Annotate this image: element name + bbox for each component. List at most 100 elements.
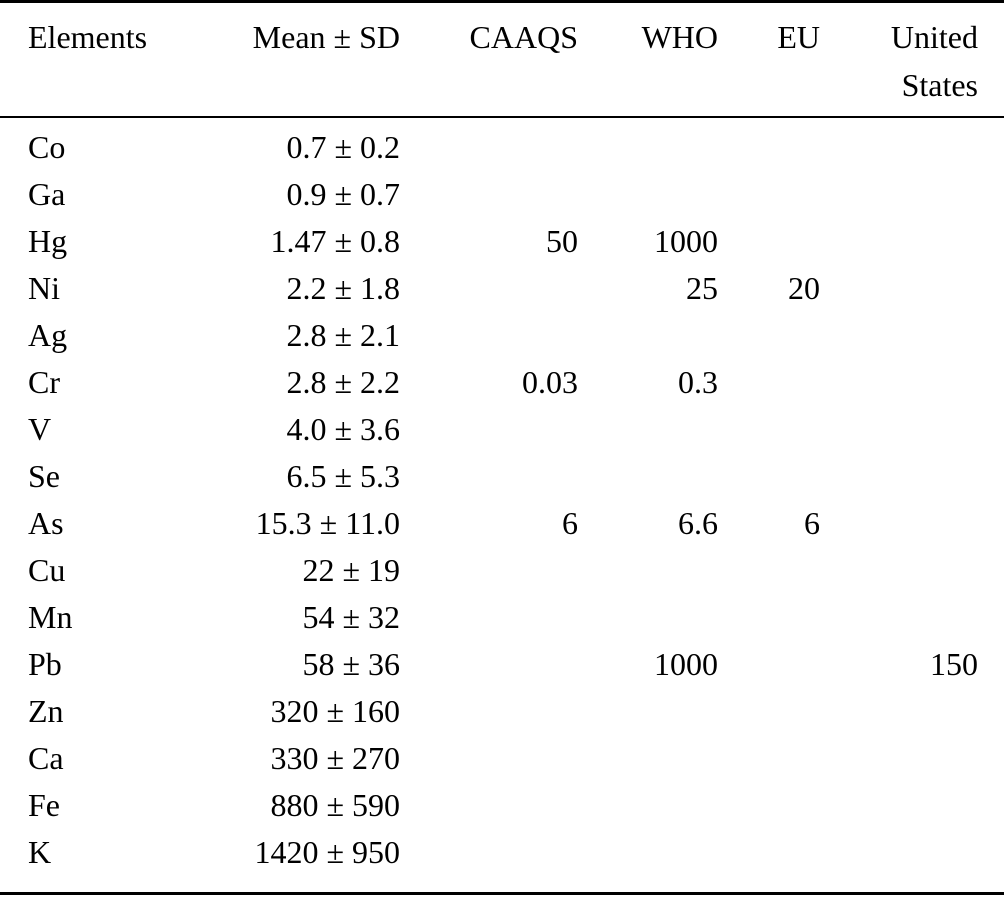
table-row: Hg 1.47 ± 0.8 50 1000 [0, 218, 1004, 265]
cell-mean_sd: 6.5 ± 5.3 [286, 458, 400, 494]
table-row: Se 6.5 ± 5.3 [0, 453, 1004, 500]
cell-eu [718, 453, 820, 500]
cell-caaqs [400, 453, 578, 500]
cell-mean_sd: 1.47 ± 0.8 [270, 223, 400, 259]
cell-caaqs [400, 117, 578, 171]
cell-eu: 20 [788, 270, 820, 306]
col-header-united-states: United States [890, 19, 978, 103]
cell-us [820, 453, 1004, 500]
cell-eu [718, 218, 820, 265]
cell-element: As [28, 505, 64, 541]
cell-mean_sd: 0.9 ± 0.7 [286, 176, 400, 212]
cell-who [578, 735, 718, 782]
cell-caaqs [400, 547, 578, 594]
cell-element: Ca [28, 740, 64, 776]
cell-who [578, 406, 718, 453]
cell-us [820, 312, 1004, 359]
table-row: Ga 0.9 ± 0.7 [0, 171, 1004, 218]
col-header-mean-sd: Mean ± SD [252, 19, 400, 55]
cell-who [578, 171, 718, 218]
cell-who: 25 [686, 270, 718, 306]
table-header: Elements Mean ± SD CAAQS WHO EU United S… [0, 2, 1004, 117]
cell-element: Pb [28, 646, 62, 682]
table-row: Fe 880 ± 590 [0, 782, 1004, 829]
cell-us [820, 359, 1004, 406]
cell-who [578, 547, 718, 594]
table-row: Ag 2.8 ± 2.1 [0, 312, 1004, 359]
cell-us [820, 688, 1004, 735]
cell-who [578, 594, 718, 641]
cell-mean_sd: 22 ± 19 [302, 552, 400, 588]
cell-element: Ga [28, 176, 66, 212]
cell-us [820, 594, 1004, 641]
table-row: Mn 54 ± 32 [0, 594, 1004, 641]
cell-us [820, 117, 1004, 171]
cell-us [820, 265, 1004, 312]
cell-mean_sd: 2.2 ± 1.8 [286, 270, 400, 306]
cell-us [820, 171, 1004, 218]
table-row: Ni 2.2 ± 1.8 25 20 [0, 265, 1004, 312]
cell-eu [718, 117, 820, 171]
cell-caaqs [400, 406, 578, 453]
cell-who [578, 829, 718, 894]
cell-element: Fe [28, 787, 60, 823]
cell-caaqs [400, 735, 578, 782]
cell-mean_sd: 0.7 ± 0.2 [286, 129, 400, 165]
cell-who: 6.6 [678, 505, 718, 541]
cell-who [578, 782, 718, 829]
col-header-who: WHO [641, 19, 718, 55]
cell-who: 0.3 [678, 364, 718, 400]
cell-eu: 6 [804, 505, 820, 541]
cell-mean_sd: 15.3 ± 11.0 [255, 505, 400, 541]
cell-mean_sd: 58 ± 36 [302, 646, 400, 682]
table-row: Cr 2.8 ± 2.2 0.03 0.3 [0, 359, 1004, 406]
table-row: As 15.3 ± 11.0 6 6.6 6 [0, 500, 1004, 547]
cell-element: K [28, 834, 52, 870]
cell-eu [718, 594, 820, 641]
cell-who [578, 312, 718, 359]
cell-caaqs [400, 688, 578, 735]
cell-mean_sd: 320 ± 160 [270, 693, 400, 729]
cell-element: Hg [28, 223, 68, 259]
cell-mean_sd: 1420 ± 950 [254, 834, 400, 870]
cell-us [820, 829, 1004, 894]
cell-mean_sd: 330 ± 270 [270, 740, 400, 776]
table-row: Zn 320 ± 160 [0, 688, 1004, 735]
cell-us [820, 547, 1004, 594]
cell-us [820, 406, 1004, 453]
cell-caaqs: 6 [562, 505, 578, 541]
cell-element: Co [28, 129, 66, 165]
cell-us [820, 218, 1004, 265]
col-header-elements: Elements [28, 19, 148, 55]
cell-caaqs: 50 [546, 223, 578, 259]
cell-caaqs [400, 265, 578, 312]
cell-mean_sd: 4.0 ± 3.6 [286, 411, 400, 447]
cell-mean_sd: 2.8 ± 2.1 [286, 317, 400, 353]
table-row: Ca 330 ± 270 [0, 735, 1004, 782]
cell-caaqs [400, 594, 578, 641]
cell-element: Ni [28, 270, 60, 306]
table-body: Co 0.7 ± 0.2 Ga 0.9 ± 0.7 Hg 1.47 ± 0.8 50 1000… [0, 117, 1004, 894]
cell-eu [718, 829, 820, 894]
cell-eu [718, 641, 820, 688]
col-header-eu: EU [777, 19, 820, 55]
cell-caaqs [400, 171, 578, 218]
cell-mean_sd: 2.8 ± 2.2 [286, 364, 400, 400]
table-row: Co 0.7 ± 0.2 [0, 117, 1004, 171]
cell-eu [718, 547, 820, 594]
cell-eu [718, 359, 820, 406]
cell-eu [718, 782, 820, 829]
cell-caaqs: 0.03 [522, 364, 578, 400]
cell-us: 150 [930, 646, 978, 682]
cell-eu [718, 688, 820, 735]
cell-caaqs [400, 782, 578, 829]
cell-eu [718, 735, 820, 782]
col-header-caaqs: CAAQS [469, 19, 578, 55]
table-row: K 1420 ± 950 [0, 829, 1004, 894]
cell-who [578, 117, 718, 171]
cell-eu [718, 406, 820, 453]
cell-who [578, 688, 718, 735]
cell-eu [718, 171, 820, 218]
header-row: Elements Mean ± SD CAAQS WHO EU United S… [0, 2, 1004, 117]
